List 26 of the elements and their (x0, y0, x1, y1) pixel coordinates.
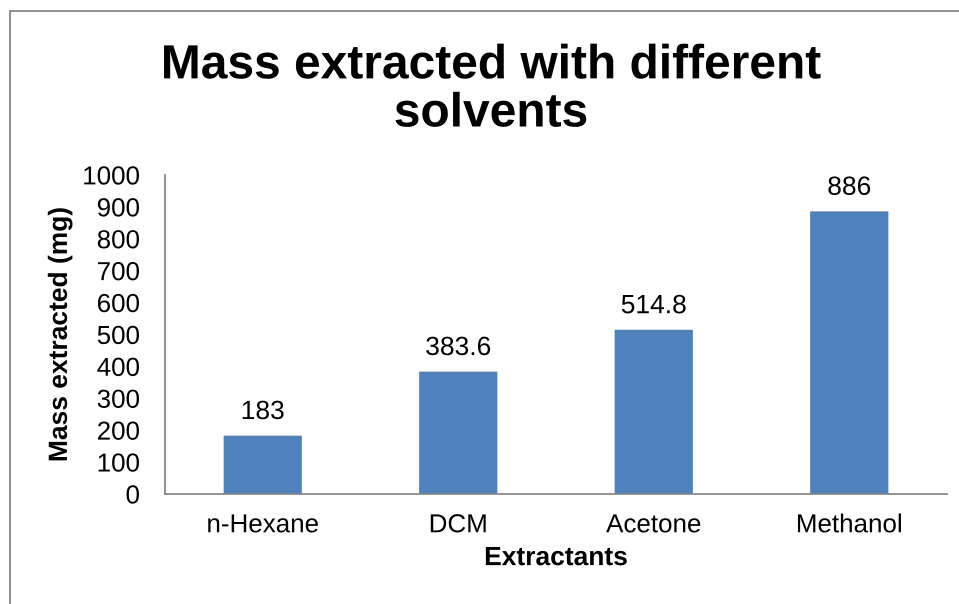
data-label: 183 (242, 400, 284, 420)
y-tick-label: 800 (98, 230, 139, 248)
y-tick-label: 400 (97, 358, 139, 376)
x-tick-label: Acetone (606, 514, 700, 533)
chart-title: Mass extracted with different solvents (164, 44, 821, 127)
y-tick-label: 1000 (84, 166, 139, 185)
y-tick-label: 600 (98, 294, 139, 312)
y-axis-title: Mass extracted (mg) (48, 208, 73, 460)
x-tick-label: DCM (430, 514, 486, 533)
bar (614, 330, 693, 494)
y-tick-label: 900 (98, 198, 139, 217)
y-tick-label: 200 (98, 421, 139, 440)
x-tick-label: n-Hexane (208, 514, 318, 533)
data-label: 514.8 (622, 294, 686, 314)
bar (419, 372, 498, 494)
y-tick-label: 300 (98, 390, 139, 408)
y-tick-label: 100 (98, 453, 139, 472)
bar (224, 436, 302, 494)
y-tick-label: 500 (98, 326, 139, 344)
y-tick-label: 700 (98, 262, 139, 280)
data-label: 886 (828, 176, 870, 196)
x-tick-label: Methanol (798, 513, 901, 533)
data-label: 383.6 (426, 336, 490, 356)
x-axis-title: Extractants (486, 546, 627, 566)
bar (810, 211, 888, 494)
y-tick-label: 0 (126, 485, 139, 504)
